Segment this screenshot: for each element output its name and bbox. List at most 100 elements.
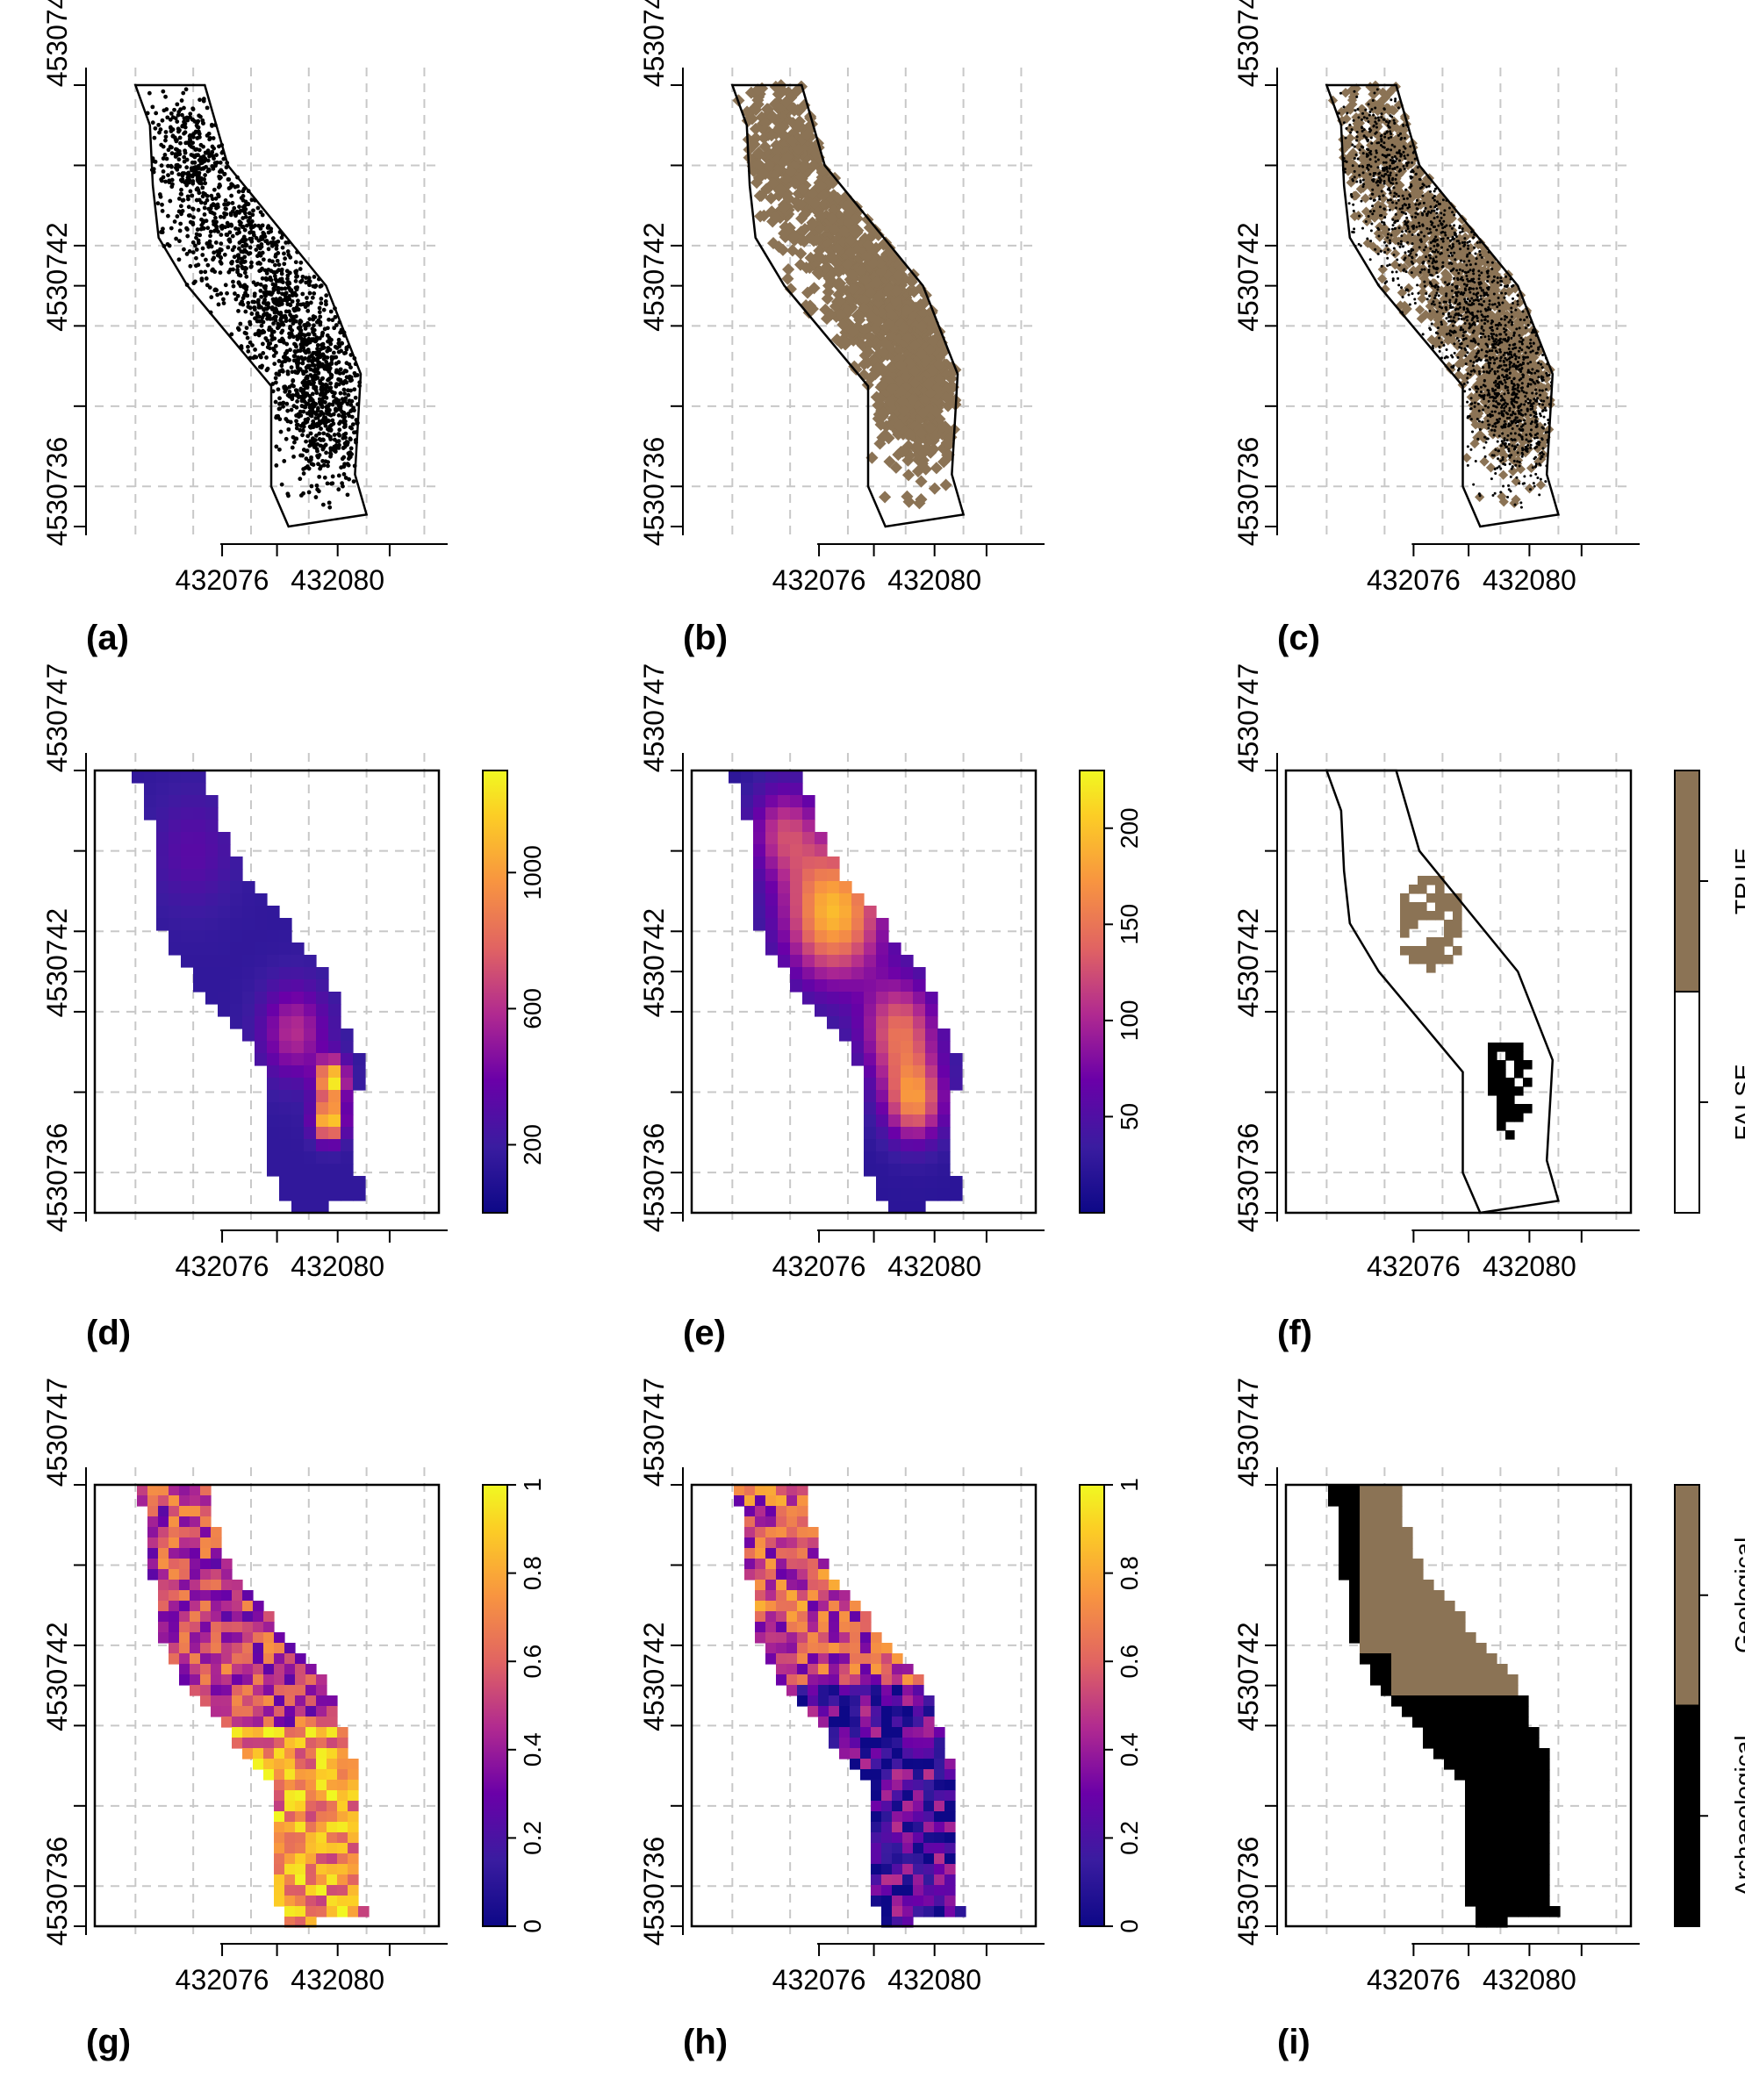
data-point-archaeological — [209, 295, 214, 300]
data-point-archaeological — [276, 387, 281, 392]
data-point-archaeological — [195, 227, 200, 232]
data-point-archaeological — [311, 419, 316, 424]
data-point-archaeological — [285, 249, 291, 254]
data-point-archaeological — [281, 400, 286, 405]
data-point-archaeological — [319, 297, 324, 301]
data-point-archaeological — [205, 262, 211, 268]
data-point-archaeological — [318, 319, 323, 325]
data-point-archaeological — [248, 215, 253, 220]
data-point-archaeological — [278, 429, 284, 434]
data-point-archaeological — [233, 297, 239, 302]
data-point-archaeological — [289, 365, 294, 369]
data-point-archaeological — [193, 130, 198, 135]
data-point-archaeological — [329, 337, 334, 342]
data-point-archaeological — [336, 445, 341, 450]
data-point-archaeological — [288, 303, 293, 308]
data-point-archaeological — [1389, 191, 1392, 195]
data-point-archaeological — [285, 371, 291, 376]
data-point-archaeological — [342, 462, 347, 467]
data-point-archaeological — [183, 87, 189, 92]
data-point-archaeological — [1515, 476, 1519, 479]
data-point-archaeological — [230, 183, 235, 188]
data-point-archaeological — [319, 283, 324, 288]
data-point-archaeological — [324, 360, 329, 364]
data-point-archaeological — [1541, 447, 1545, 450]
data-point-archaeological — [205, 150, 210, 155]
data-point-archaeological — [150, 120, 155, 125]
data-point-archaeological — [243, 243, 248, 248]
data-point-archaeological — [161, 89, 166, 94]
data-point-archaeological — [328, 381, 333, 386]
data-point-archaeological — [231, 283, 236, 289]
data-point-archaeological — [1472, 483, 1476, 486]
data-point-archaeological — [1460, 314, 1463, 318]
data-point-archaeological — [341, 445, 346, 450]
data-point-archaeological — [327, 367, 332, 372]
data-point-archaeological — [258, 282, 263, 287]
data-point-archaeological — [315, 347, 320, 351]
data-point-archaeological — [336, 340, 341, 346]
data-point-archaeological — [278, 311, 284, 315]
data-point-archaeological — [279, 315, 284, 319]
data-point-archaeological — [170, 133, 176, 139]
data-point-archaeological — [177, 239, 182, 244]
data-point-archaeological — [249, 260, 254, 265]
data-point-archaeological — [317, 399, 322, 405]
data-point-archaeological — [208, 135, 212, 140]
data-point-archaeological — [1390, 98, 1393, 102]
data-point-archaeological — [189, 166, 194, 171]
data-point-archaeological — [298, 477, 303, 482]
data-point-archaeological — [1526, 384, 1530, 388]
data-point-archaeological — [196, 188, 201, 193]
data-point-archaeological — [266, 268, 271, 272]
data-point-archaeological — [200, 160, 205, 165]
data-point-archaeological — [255, 244, 261, 248]
data-point-archaeological — [225, 233, 230, 238]
data-point-archaeological — [219, 168, 224, 173]
data-point-archaeological — [1518, 333, 1521, 337]
data-point-archaeological — [276, 372, 282, 377]
data-point-archaeological — [287, 357, 292, 362]
data-point-archaeological — [206, 206, 212, 211]
data-point-archaeological — [301, 409, 306, 414]
data-point-archaeological — [279, 267, 284, 272]
data-point-archaeological — [271, 321, 276, 326]
data-point-archaeological — [1397, 194, 1401, 197]
data-point-archaeological — [194, 232, 199, 237]
data-point-archaeological — [225, 290, 229, 296]
data-point-archaeological — [352, 408, 356, 413]
data-point-archaeological — [176, 257, 182, 262]
data-point-archaeological — [314, 424, 320, 429]
data-point-archaeological — [317, 305, 322, 311]
data-point-archaeological — [327, 376, 332, 382]
data-point-archaeological — [1499, 444, 1503, 448]
data-point-archaeological — [349, 414, 355, 419]
data-point-archaeological — [261, 350, 266, 355]
data-point-archaeological — [236, 309, 241, 313]
data-point-geological — [1390, 248, 1401, 259]
data-point-archaeological — [276, 298, 281, 304]
data-point-archaeological — [305, 380, 311, 384]
data-point-archaeological — [348, 402, 354, 407]
data-point-archaeological — [345, 442, 349, 448]
data-point-archaeological — [313, 339, 318, 344]
data-point-archaeological — [163, 94, 168, 99]
data-point-archaeological — [336, 360, 341, 365]
data-point-archaeological — [183, 140, 189, 146]
data-point-archaeological — [292, 349, 298, 354]
data-point-archaeological — [162, 153, 168, 157]
x-tick-label: 432080 — [291, 564, 384, 596]
data-point-archaeological — [270, 297, 276, 302]
data-point-archaeological — [288, 324, 293, 329]
data-point-archaeological — [1378, 205, 1382, 209]
data-point-archaeological — [287, 334, 292, 340]
data-point-archaeological — [158, 127, 163, 132]
data-point-archaeological — [348, 378, 353, 383]
data-point-archaeological — [232, 205, 237, 211]
data-point-archaeological — [253, 348, 257, 352]
data-point-archaeological — [332, 437, 337, 442]
data-point-archaeological — [167, 243, 172, 248]
data-point-archaeological — [341, 435, 346, 441]
data-point-archaeological — [161, 156, 166, 161]
data-point-archaeological — [296, 302, 300, 307]
